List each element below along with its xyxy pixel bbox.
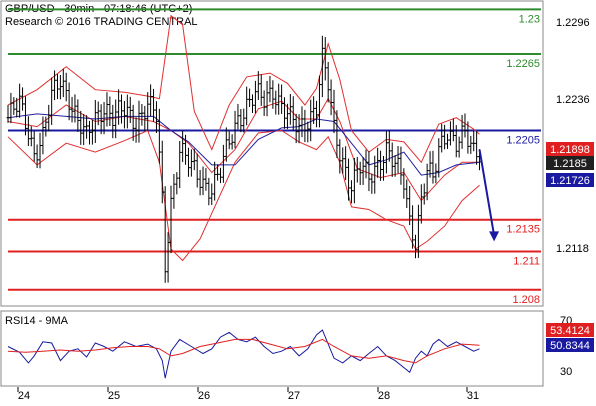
time-axis-labels: 24 25 26 27 28 31 (17, 387, 479, 402)
price-box-label-0: 1.21898 (550, 144, 590, 156)
forecast-arrow (478, 149, 500, 242)
level-label-4: 1.211 (513, 256, 540, 268)
moving-average-line (7, 113, 480, 176)
rsi-box-1 (546, 338, 594, 352)
forecast-arrow-head (489, 231, 500, 242)
price-tick-label-1: 1.2236 (556, 94, 590, 106)
candlesticks (6, 35, 482, 283)
time-tick-label-1: 25 (108, 390, 120, 402)
rsi-box-0 (546, 323, 594, 337)
price-tick-label-3: 1.2118 (556, 243, 589, 255)
rsi-panel-frame (0, 310, 544, 387)
price-box-label-2: 1.21726 (550, 175, 590, 187)
lower-band-line (7, 129, 480, 262)
time-tick-label-5: 31 (467, 390, 479, 402)
rsi-lines (7, 329, 480, 379)
time-tick-label-0: 24 (18, 390, 30, 402)
price-tick-label-0: 1.2296 (556, 17, 590, 29)
level-lines: 1.23 1.2265 1.2205 1.2135 1.211 1.208 (8, 8, 541, 306)
time-tick-label-4: 28 (378, 390, 390, 402)
level-label-0: 1.23 (519, 13, 540, 25)
level-label-3: 1.2135 (506, 224, 540, 236)
price-box-0 (546, 142, 594, 156)
time-tick-label-3: 27 (288, 390, 300, 402)
source-label: Research © 2016 TRADING CENTRAL (5, 16, 198, 28)
rsi-box-label-1: 50.8344 (550, 340, 590, 352)
price-box-label-1: 1.2185 (553, 158, 587, 170)
price-panel-frame (0, 0, 544, 307)
rsi-tick-label-1: 30 (560, 366, 572, 378)
rsi-title: RSI14 - 9MA (5, 315, 69, 327)
level-label-1: 1.2265 (506, 58, 540, 70)
rsi-box-label-0: 53.4124 (550, 325, 590, 337)
price-boxes: 1.21898 1.2185 1.21726 (546, 142, 594, 187)
price-box-2 (546, 173, 594, 187)
forecast-arrow-shaft (478, 149, 496, 236)
price-axis-labels: 1.2296 1.2236 1.2185 1.2118 (556, 17, 590, 255)
level-label-2: 1.2205 (506, 134, 540, 146)
upper-band-line (7, 14, 480, 164)
rsi-series-line-1 (7, 338, 480, 364)
level-label-5: 1.208 (512, 294, 540, 306)
time-tick-label-2: 26 (198, 390, 210, 402)
price-box-1 (546, 156, 594, 170)
